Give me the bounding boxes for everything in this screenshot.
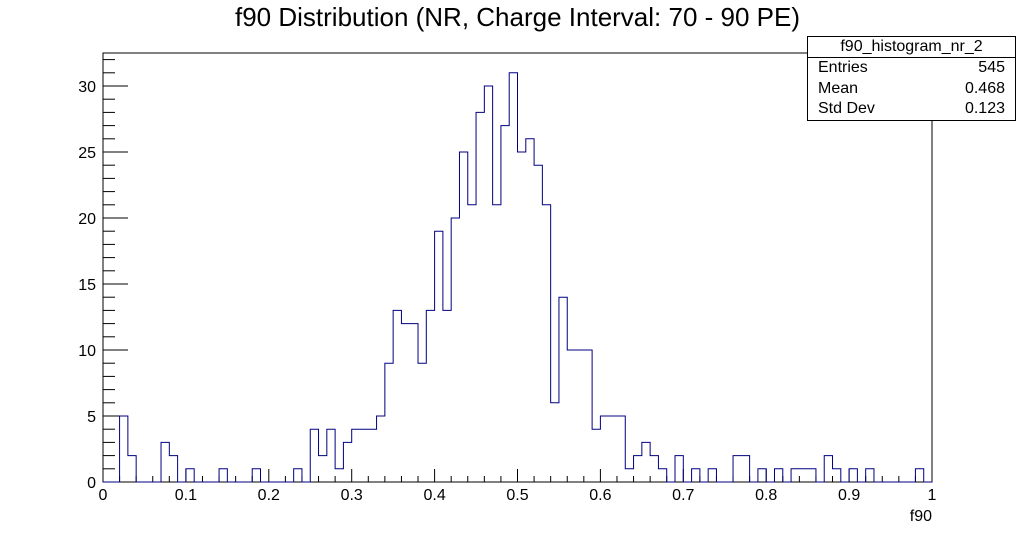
stats-value: 0.468 <box>964 79 1005 97</box>
y-tick-label: 15 <box>78 277 96 294</box>
stats-row-mean: Mean 0.468 <box>808 79 1015 100</box>
chart-title: f90 Distribution (NR, Charge Interval: 7… <box>234 2 801 32</box>
y-tick-label: 10 <box>78 343 96 360</box>
y-axis: 0 5 10 15 20 25 30 <box>78 59 128 492</box>
x-tick-label: 1 <box>928 487 937 504</box>
stats-histogram-name: f90_histogram_nr_2 <box>808 37 1015 58</box>
x-tick-label: 0.9 <box>838 487 860 504</box>
x-axis-label: f90 <box>910 508 932 525</box>
stats-row-entries: Entries 545 <box>808 58 1015 79</box>
y-tick-label: 30 <box>78 79 96 96</box>
stats-label: Std Dev <box>818 100 875 117</box>
y-tick-label: 25 <box>78 145 96 162</box>
x-tick-label: 0.3 <box>341 487 363 504</box>
x-tick-label: 0.1 <box>175 487 197 504</box>
x-tick-label: 0.2 <box>258 487 280 504</box>
x-tick-label: 0.5 <box>506 487 528 504</box>
x-tick-label: 0.7 <box>672 487 694 504</box>
y-tick-label: 5 <box>87 409 96 426</box>
stats-box: f90_histogram_nr_2 Entries 545 Mean 0.46… <box>807 36 1016 121</box>
stats-label: Entries <box>818 59 868 76</box>
histogram-line <box>103 72 932 483</box>
stats-value: 0.123 <box>964 100 1005 117</box>
stats-row-stddev: Std Dev 0.123 <box>808 99 1015 120</box>
x-tick-label: 0.4 <box>423 487 445 504</box>
x-tick-label: 0.6 <box>589 487 611 504</box>
x-axis: 0 0.1 0.2 0.3 0.4 0.5 0.6 0.7 0.8 0.9 1 <box>99 469 937 504</box>
x-tick-label: 0 <box>99 487 108 504</box>
stats-value: 545 <box>978 59 1005 76</box>
y-tick-label: 20 <box>78 211 96 228</box>
stats-label: Mean <box>818 79 859 97</box>
y-tick-label: 0 <box>87 475 96 492</box>
x-tick-label: 0.8 <box>755 487 777 504</box>
